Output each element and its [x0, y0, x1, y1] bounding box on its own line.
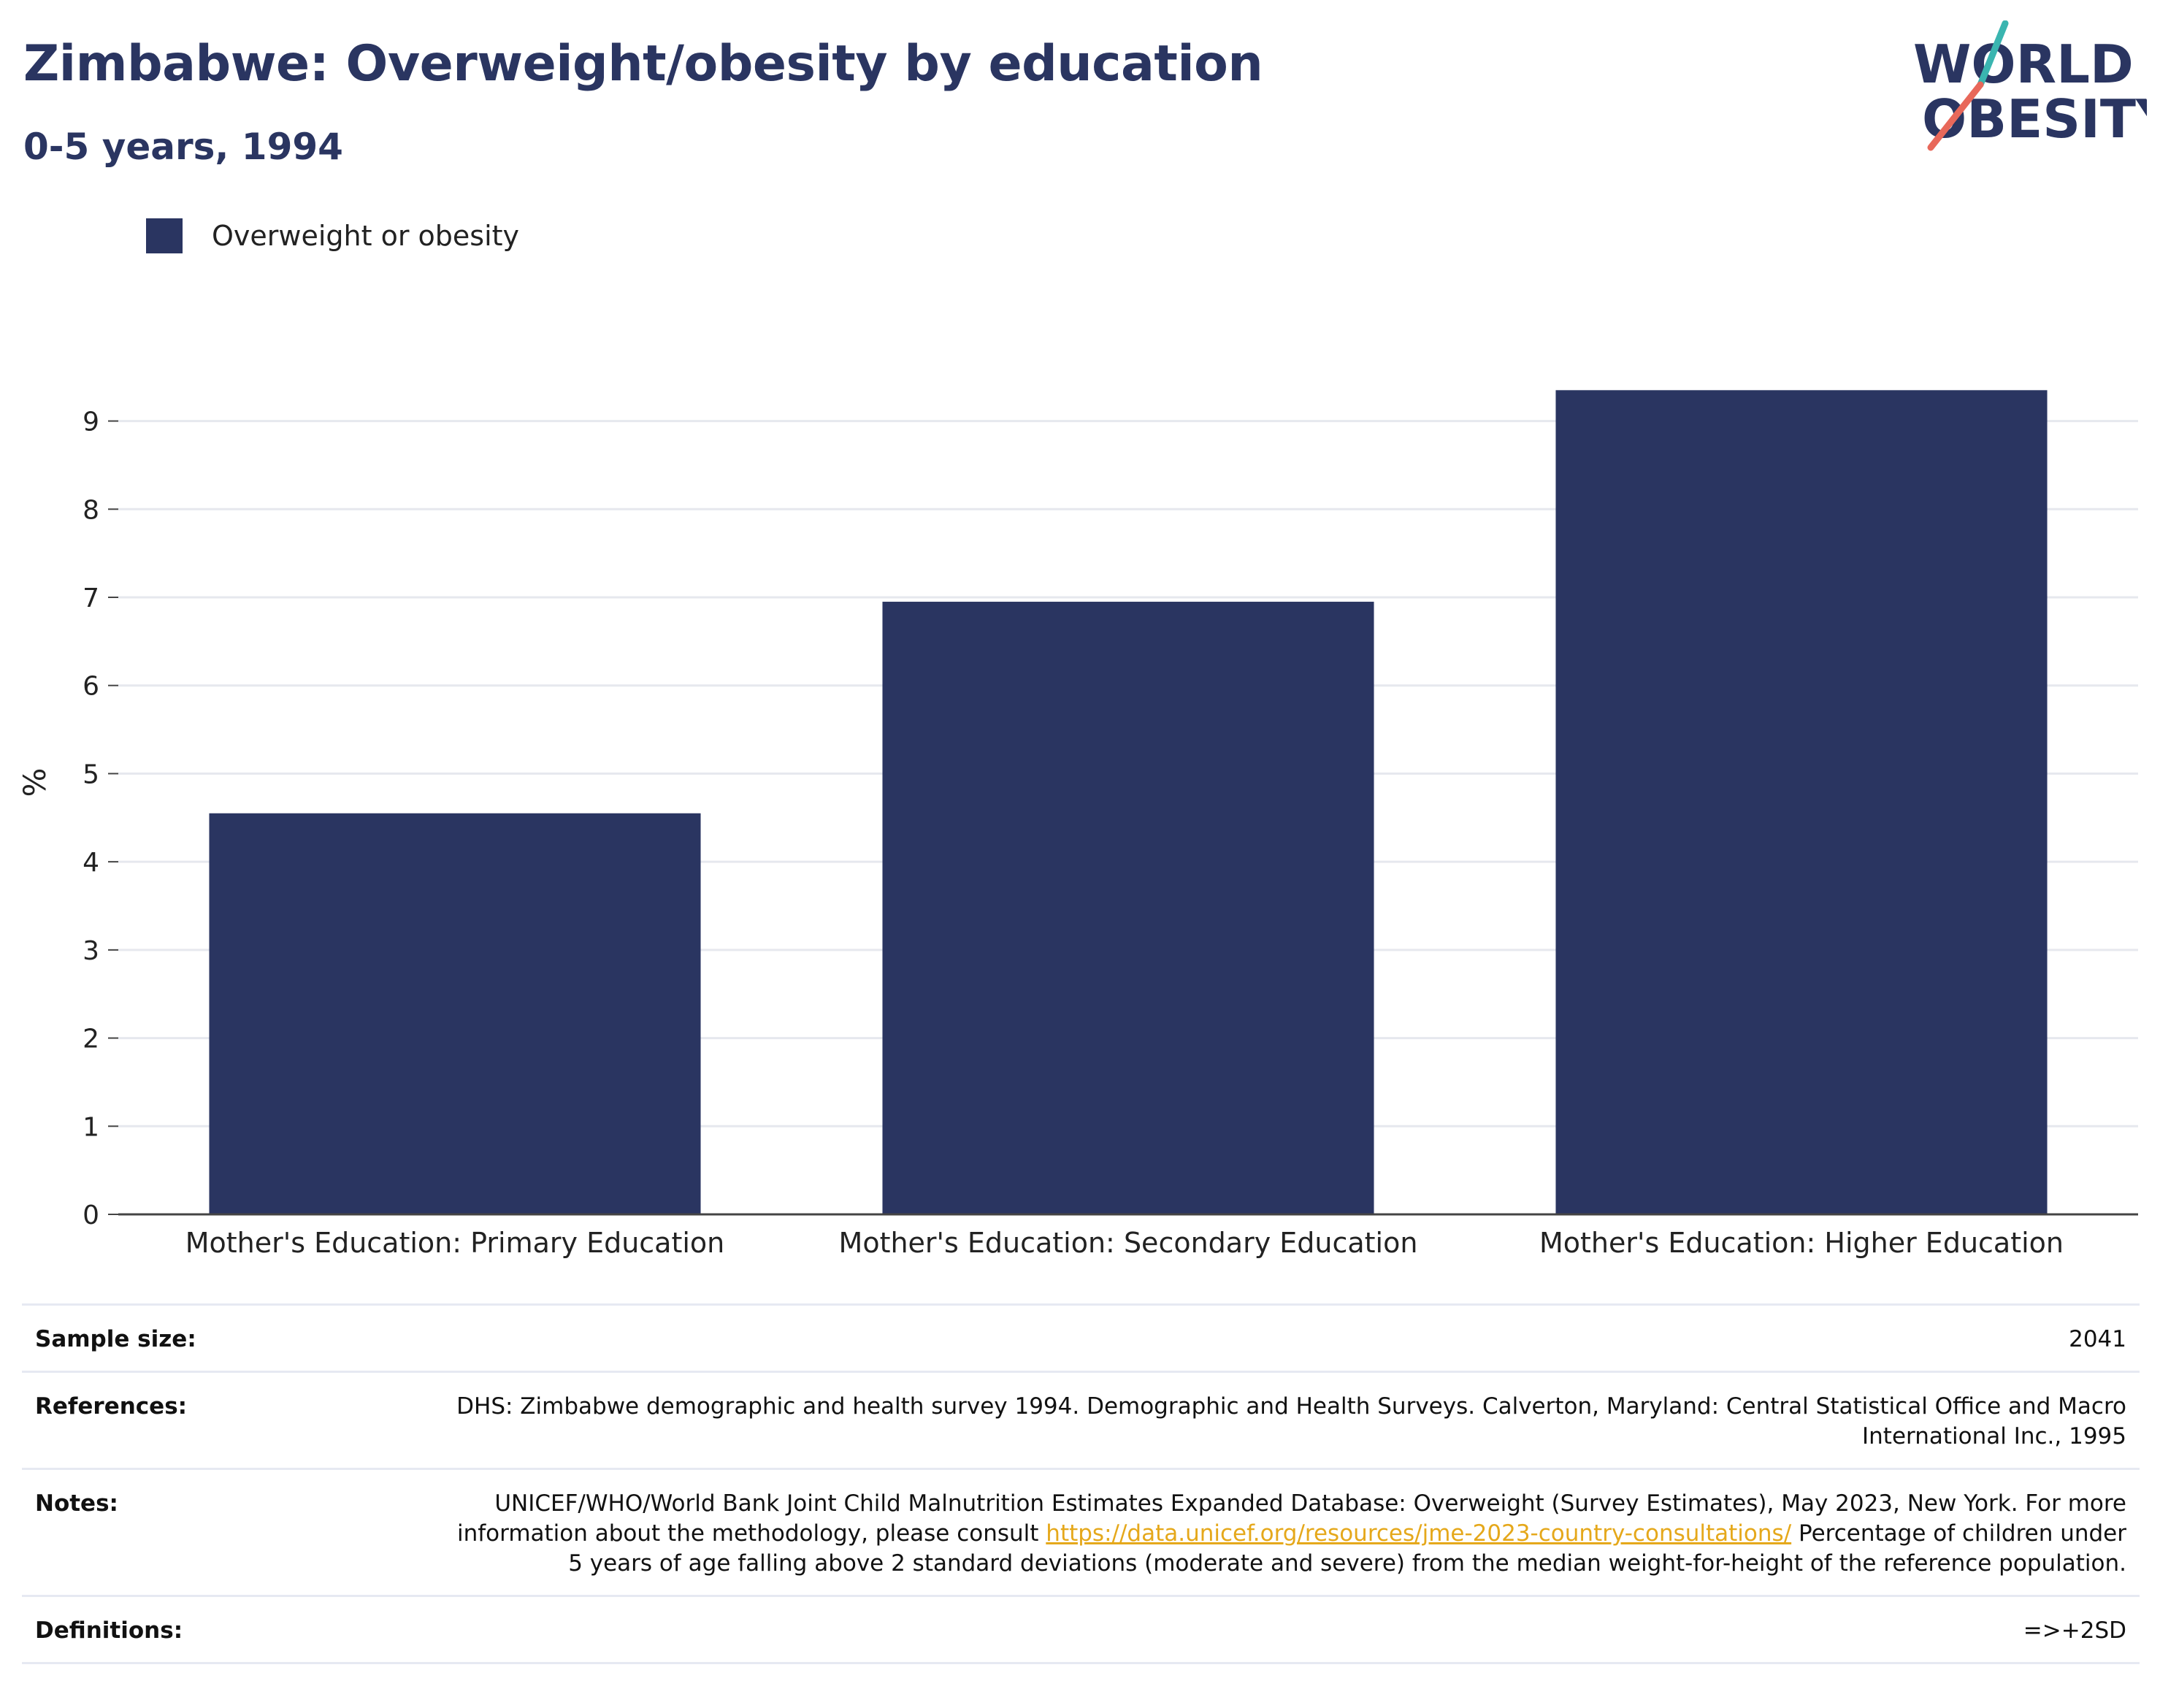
bar-chart: 0 1 2 3 4 5 6 7 8 9% Mother's Education: Primary E… — [17, 390, 2138, 1259]
y-tick-label: 0 — [83, 1200, 99, 1230]
y-tick-label: 4 — [83, 848, 99, 878]
legend-label: Overweight or obesity — [212, 220, 520, 252]
bar — [1555, 390, 2048, 1214]
references-label: References: — [35, 1393, 188, 1420]
chart-title: Zimbabwe: Overweight/obesity by educatio… — [23, 35, 1263, 93]
bar — [209, 813, 701, 1214]
logo-slash-bottom — [1927, 81, 1984, 151]
x-category-label: Mother's Education: Higher Education — [1539, 1227, 2064, 1259]
legend-swatch — [146, 218, 183, 253]
logo-line-1: WORLD — [1913, 34, 2134, 95]
y-axis-label: % — [17, 768, 53, 797]
definitions-value: =>+2SD — [2023, 1617, 2126, 1644]
x-category-label: Mother's Education: Primary Education — [185, 1227, 725, 1259]
methodology-link[interactable]: https://data.unicef.org/resources/jme-20… — [1046, 1520, 1792, 1547]
notes-row: Notes: UNICEF/WHO/World Bank Joint Child… — [22, 1468, 2140, 1595]
notes-label: Notes: — [35, 1490, 118, 1517]
y-tick-label: 9 — [83, 407, 99, 437]
chart-subtitle: 0-5 years, 1994 — [23, 126, 343, 168]
y-tick-label: 2 — [83, 1025, 99, 1054]
references-row: References: DHS: Zimbabwe demographic an… — [22, 1371, 2140, 1468]
y-tick-label: 6 — [83, 672, 99, 702]
sample-size-value: 2041 — [2069, 1326, 2126, 1352]
references-value: DHS: Zimbabwe demographic and health sur… — [456, 1393, 2126, 1449]
notes-text-before: UNICEF/WHO/World Bank Joint Child Malnut… — [456, 1490, 2126, 1547]
y-tick-label: 1 — [83, 1112, 99, 1142]
definitions-row: Definitions: =>+2SD — [22, 1595, 2140, 1664]
y-tick-label: 8 — [83, 495, 99, 525]
chart-legend: Overweight or obesity — [146, 218, 519, 254]
bar — [882, 602, 1374, 1214]
logo-line-2: OBESITY — [1922, 88, 2147, 150]
notes-text-after: Percentage of children under 5 years of … — [568, 1520, 2126, 1577]
y-tick-label: 7 — [83, 583, 99, 613]
sample-size-label: Sample size: — [35, 1326, 196, 1352]
y-tick-label: 5 — [83, 759, 99, 789]
sample-size-row: Sample size: 2041 — [22, 1303, 2140, 1371]
x-category-label: Mother's Education: Secondary Education — [839, 1227, 1418, 1259]
definitions-label: Definitions: — [35, 1617, 183, 1644]
y-tick-label: 3 — [83, 936, 99, 966]
world-obesity-logo: WORLD OBESITY — [1913, 20, 2147, 151]
info-table: Sample size: 2041 References: DHS: Zimba… — [22, 1303, 2140, 1664]
logo-slash-top — [1977, 20, 2009, 88]
notes-value: UNICEF/WHO/World Bank Joint Child Malnut… — [447, 1489, 2126, 1579]
